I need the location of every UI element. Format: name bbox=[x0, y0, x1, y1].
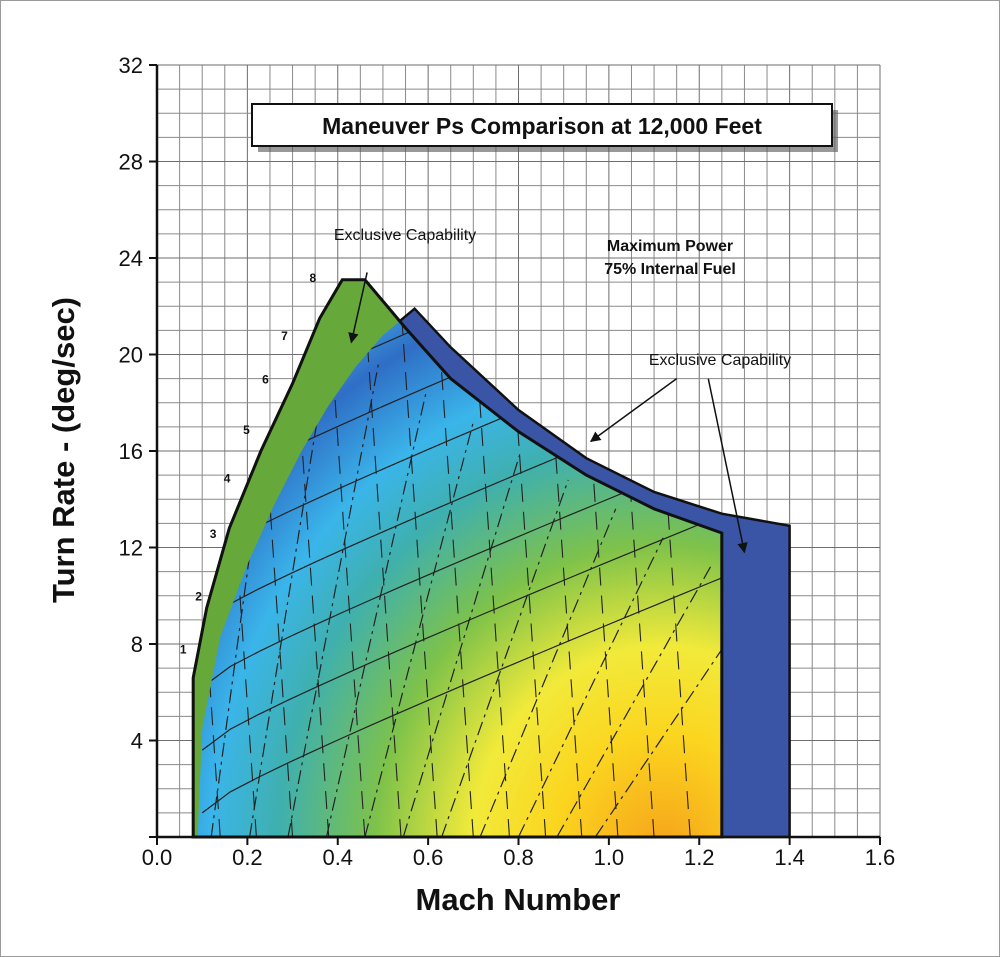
chart-title: Maneuver Ps Comparison at 12,000 Feet bbox=[322, 113, 762, 139]
load-factor-label: 1 bbox=[180, 643, 187, 657]
y-tick-label: 8 bbox=[131, 632, 143, 657]
x-tick-label: 1.6 bbox=[865, 845, 896, 870]
dashed-guide bbox=[581, 308, 619, 837]
ps-contour bbox=[364, 421, 474, 837]
y-tick-label: 24 bbox=[119, 246, 143, 271]
annotation-exclusive-right: Exclusive Capability bbox=[649, 352, 791, 369]
dashed-guide bbox=[364, 308, 402, 837]
dashed-guide bbox=[292, 308, 330, 837]
load-factor-label: 7 bbox=[281, 329, 288, 343]
title-box: Maneuver Ps Comparison at 12,000 Feet bbox=[251, 103, 838, 152]
axes bbox=[149, 64, 881, 845]
x-tick-label: 1.0 bbox=[594, 845, 625, 870]
dashed-guide bbox=[653, 308, 691, 837]
ps-contour bbox=[479, 508, 617, 837]
load-factor-line bbox=[201, 559, 722, 814]
condition-line-1: Maximum Power bbox=[607, 238, 733, 255]
dashed-guide bbox=[472, 308, 511, 837]
y-tick-label: 20 bbox=[119, 343, 143, 368]
dashed-guide bbox=[328, 308, 366, 837]
x-tick-labels: 0.0 0.2 0.4 0.6 0.8 1.0 1.2 1.4 1.6 bbox=[142, 845, 896, 870]
y-tick-label: 12 bbox=[119, 536, 143, 561]
load-factor-label: 6 bbox=[262, 372, 269, 386]
y-tick-label: 32 bbox=[119, 53, 143, 78]
annotation-arrows bbox=[348, 272, 748, 554]
ps-contour bbox=[556, 566, 712, 837]
dashed-guide bbox=[400, 308, 438, 837]
dashed-guide bbox=[436, 308, 474, 837]
ps-contour bbox=[249, 335, 332, 837]
x-tick-label: 0.8 bbox=[503, 845, 534, 870]
x-tick-label: 0.0 bbox=[142, 845, 173, 870]
load-factor-labels: 1 2 3 4 5 6 7 8 bbox=[180, 271, 317, 657]
ps-contour bbox=[441, 479, 569, 837]
ps-contour bbox=[325, 392, 427, 837]
x-tick-label: 0.2 bbox=[232, 845, 263, 870]
dashed-guide bbox=[545, 308, 583, 837]
x-tick-label: 0.6 bbox=[413, 845, 444, 870]
x-tick-label: 0.4 bbox=[322, 845, 353, 870]
y-axis-label: Turn Rate - (deg/sec) bbox=[46, 297, 81, 603]
load-factor-line bbox=[201, 496, 722, 751]
load-factor-label: 8 bbox=[310, 271, 317, 285]
dashed-guide bbox=[508, 308, 547, 837]
ps-contour bbox=[517, 537, 664, 837]
arrow-right-bottom bbox=[707, 378, 748, 554]
annotation-exclusive-left: Exclusive Capability bbox=[334, 227, 476, 244]
load-factor-label: 2 bbox=[195, 590, 202, 604]
dashed-guide bbox=[255, 308, 294, 837]
x-tick-label: 1.2 bbox=[684, 845, 715, 870]
arrow-right-top bbox=[589, 378, 678, 442]
y-tick-label: 4 bbox=[131, 729, 143, 754]
load-factor-label: 4 bbox=[224, 471, 231, 485]
y-tick-label: 28 bbox=[119, 150, 143, 175]
x-tick-label: 1.4 bbox=[774, 845, 805, 870]
condition-line-2: 75% Internal Fuel bbox=[604, 261, 736, 278]
y-tick-label: 16 bbox=[119, 439, 143, 464]
load-factor-label: 3 bbox=[210, 527, 217, 541]
x-axis-label: Mach Number bbox=[416, 882, 621, 917]
dashed-guide bbox=[617, 308, 655, 837]
arrow-left bbox=[348, 272, 368, 344]
load-factor-label: 5 bbox=[243, 423, 250, 437]
ps-contour bbox=[402, 450, 522, 837]
ps-contour bbox=[594, 595, 722, 837]
ps-contour bbox=[210, 308, 285, 837]
y-tick-labels: 4 8 12 16 20 24 28 32 bbox=[119, 53, 143, 754]
